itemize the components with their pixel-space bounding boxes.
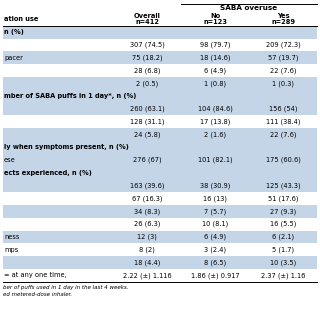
Text: 98 (79.7): 98 (79.7) <box>200 42 230 48</box>
Text: 125 (43.3): 125 (43.3) <box>266 182 300 189</box>
Text: 51 (17.6): 51 (17.6) <box>268 195 298 202</box>
Bar <box>3 180 317 192</box>
Text: 16 (13): 16 (13) <box>203 195 227 202</box>
Text: ly when symptoms present, n (%): ly when symptoms present, n (%) <box>4 144 129 150</box>
Bar <box>3 231 317 244</box>
Text: No: No <box>210 13 220 19</box>
Text: 28 (6.8): 28 (6.8) <box>134 67 160 74</box>
Bar <box>3 256 317 269</box>
Bar <box>3 128 317 141</box>
Text: 67 (16.3): 67 (16.3) <box>132 195 162 202</box>
Bar <box>3 26 317 39</box>
Text: 38 (30.9): 38 (30.9) <box>200 182 230 189</box>
Text: 27 (9.3): 27 (9.3) <box>270 208 296 215</box>
Text: 156 (54): 156 (54) <box>269 106 297 112</box>
Text: 17 (13.8): 17 (13.8) <box>200 118 230 125</box>
Text: 6 (4.9): 6 (4.9) <box>204 234 226 240</box>
Text: ation use: ation use <box>4 16 38 22</box>
Text: 104 (84.6): 104 (84.6) <box>197 106 232 112</box>
Text: n=123: n=123 <box>203 19 227 25</box>
Text: 209 (72.3): 209 (72.3) <box>266 42 300 48</box>
Text: 57 (19.7): 57 (19.7) <box>268 54 298 61</box>
Text: 10 (3.5): 10 (3.5) <box>270 259 296 266</box>
Text: Yes: Yes <box>277 13 289 19</box>
Text: 307 (74.5): 307 (74.5) <box>130 42 164 48</box>
Bar <box>3 52 317 64</box>
Text: 5 (1.7): 5 (1.7) <box>272 246 294 253</box>
Text: 16 (5.5): 16 (5.5) <box>270 221 296 228</box>
Text: 2.37 (±) 1.16: 2.37 (±) 1.16 <box>261 272 305 279</box>
Text: ese: ese <box>4 157 16 163</box>
Text: 276 (67): 276 (67) <box>133 157 161 164</box>
Text: 2.22 (±) 1.116: 2.22 (±) 1.116 <box>123 272 171 279</box>
Bar <box>3 103 317 116</box>
Text: 1 (0.3): 1 (0.3) <box>272 80 294 87</box>
Text: = at any one time,: = at any one time, <box>4 272 67 278</box>
Text: 1.86 (±) 0.917: 1.86 (±) 0.917 <box>191 272 239 279</box>
Text: 18 (14.6): 18 (14.6) <box>200 54 230 61</box>
Text: 3 (2.4): 3 (2.4) <box>204 246 226 253</box>
Bar <box>3 90 317 103</box>
Text: 111 (38.4): 111 (38.4) <box>266 118 300 125</box>
Text: 22 (7.6): 22 (7.6) <box>270 131 296 138</box>
Bar <box>3 167 317 180</box>
Text: 2 (0.5): 2 (0.5) <box>136 80 158 87</box>
Text: mps: mps <box>4 247 18 253</box>
Text: 22 (7.6): 22 (7.6) <box>270 67 296 74</box>
Bar <box>3 77 317 90</box>
Text: 101 (82.1): 101 (82.1) <box>198 157 232 164</box>
Text: 2 (1.6): 2 (1.6) <box>204 131 226 138</box>
Text: n=412: n=412 <box>135 19 159 25</box>
Text: 260 (63.1): 260 (63.1) <box>130 106 164 112</box>
Text: 75 (18.2): 75 (18.2) <box>132 54 162 61</box>
Text: 7 (5.7): 7 (5.7) <box>204 208 226 215</box>
Bar <box>3 141 317 154</box>
Text: ects experienced, n (%): ects experienced, n (%) <box>4 170 92 176</box>
Text: 12 (3): 12 (3) <box>137 234 157 240</box>
Text: n (%): n (%) <box>4 29 24 35</box>
Text: 8 (2): 8 (2) <box>139 246 155 253</box>
Text: 163 (39.6): 163 (39.6) <box>130 182 164 189</box>
Text: 128 (31.1): 128 (31.1) <box>130 118 164 125</box>
Text: 6 (2.1): 6 (2.1) <box>272 234 294 240</box>
Text: 1 (0.8): 1 (0.8) <box>204 80 226 87</box>
Text: Overall: Overall <box>133 13 160 19</box>
Text: ed metered-dose inhaler.: ed metered-dose inhaler. <box>3 292 72 297</box>
Text: 26 (6.3): 26 (6.3) <box>134 221 160 228</box>
Bar <box>3 205 317 218</box>
Text: pacer: pacer <box>4 55 23 61</box>
Text: 34 (8.3): 34 (8.3) <box>134 208 160 215</box>
Text: 175 (60.6): 175 (60.6) <box>266 157 300 164</box>
Text: 18 (4.4): 18 (4.4) <box>134 259 160 266</box>
Bar <box>3 154 317 167</box>
Text: SABA overuse: SABA overuse <box>220 4 277 11</box>
Text: 10 (8.1): 10 (8.1) <box>202 221 228 228</box>
Text: 8 (6.5): 8 (6.5) <box>204 259 226 266</box>
Text: ness: ness <box>4 234 20 240</box>
Text: 6 (4.9): 6 (4.9) <box>204 67 226 74</box>
Text: ber of puffs used in 1 day in the last 4 weeks.: ber of puffs used in 1 day in the last 4… <box>3 285 129 290</box>
Text: n=289: n=289 <box>271 19 295 25</box>
Text: 24 (5.8): 24 (5.8) <box>134 131 160 138</box>
Text: mber of SABA puffs in 1 day*, n (%): mber of SABA puffs in 1 day*, n (%) <box>4 93 136 99</box>
